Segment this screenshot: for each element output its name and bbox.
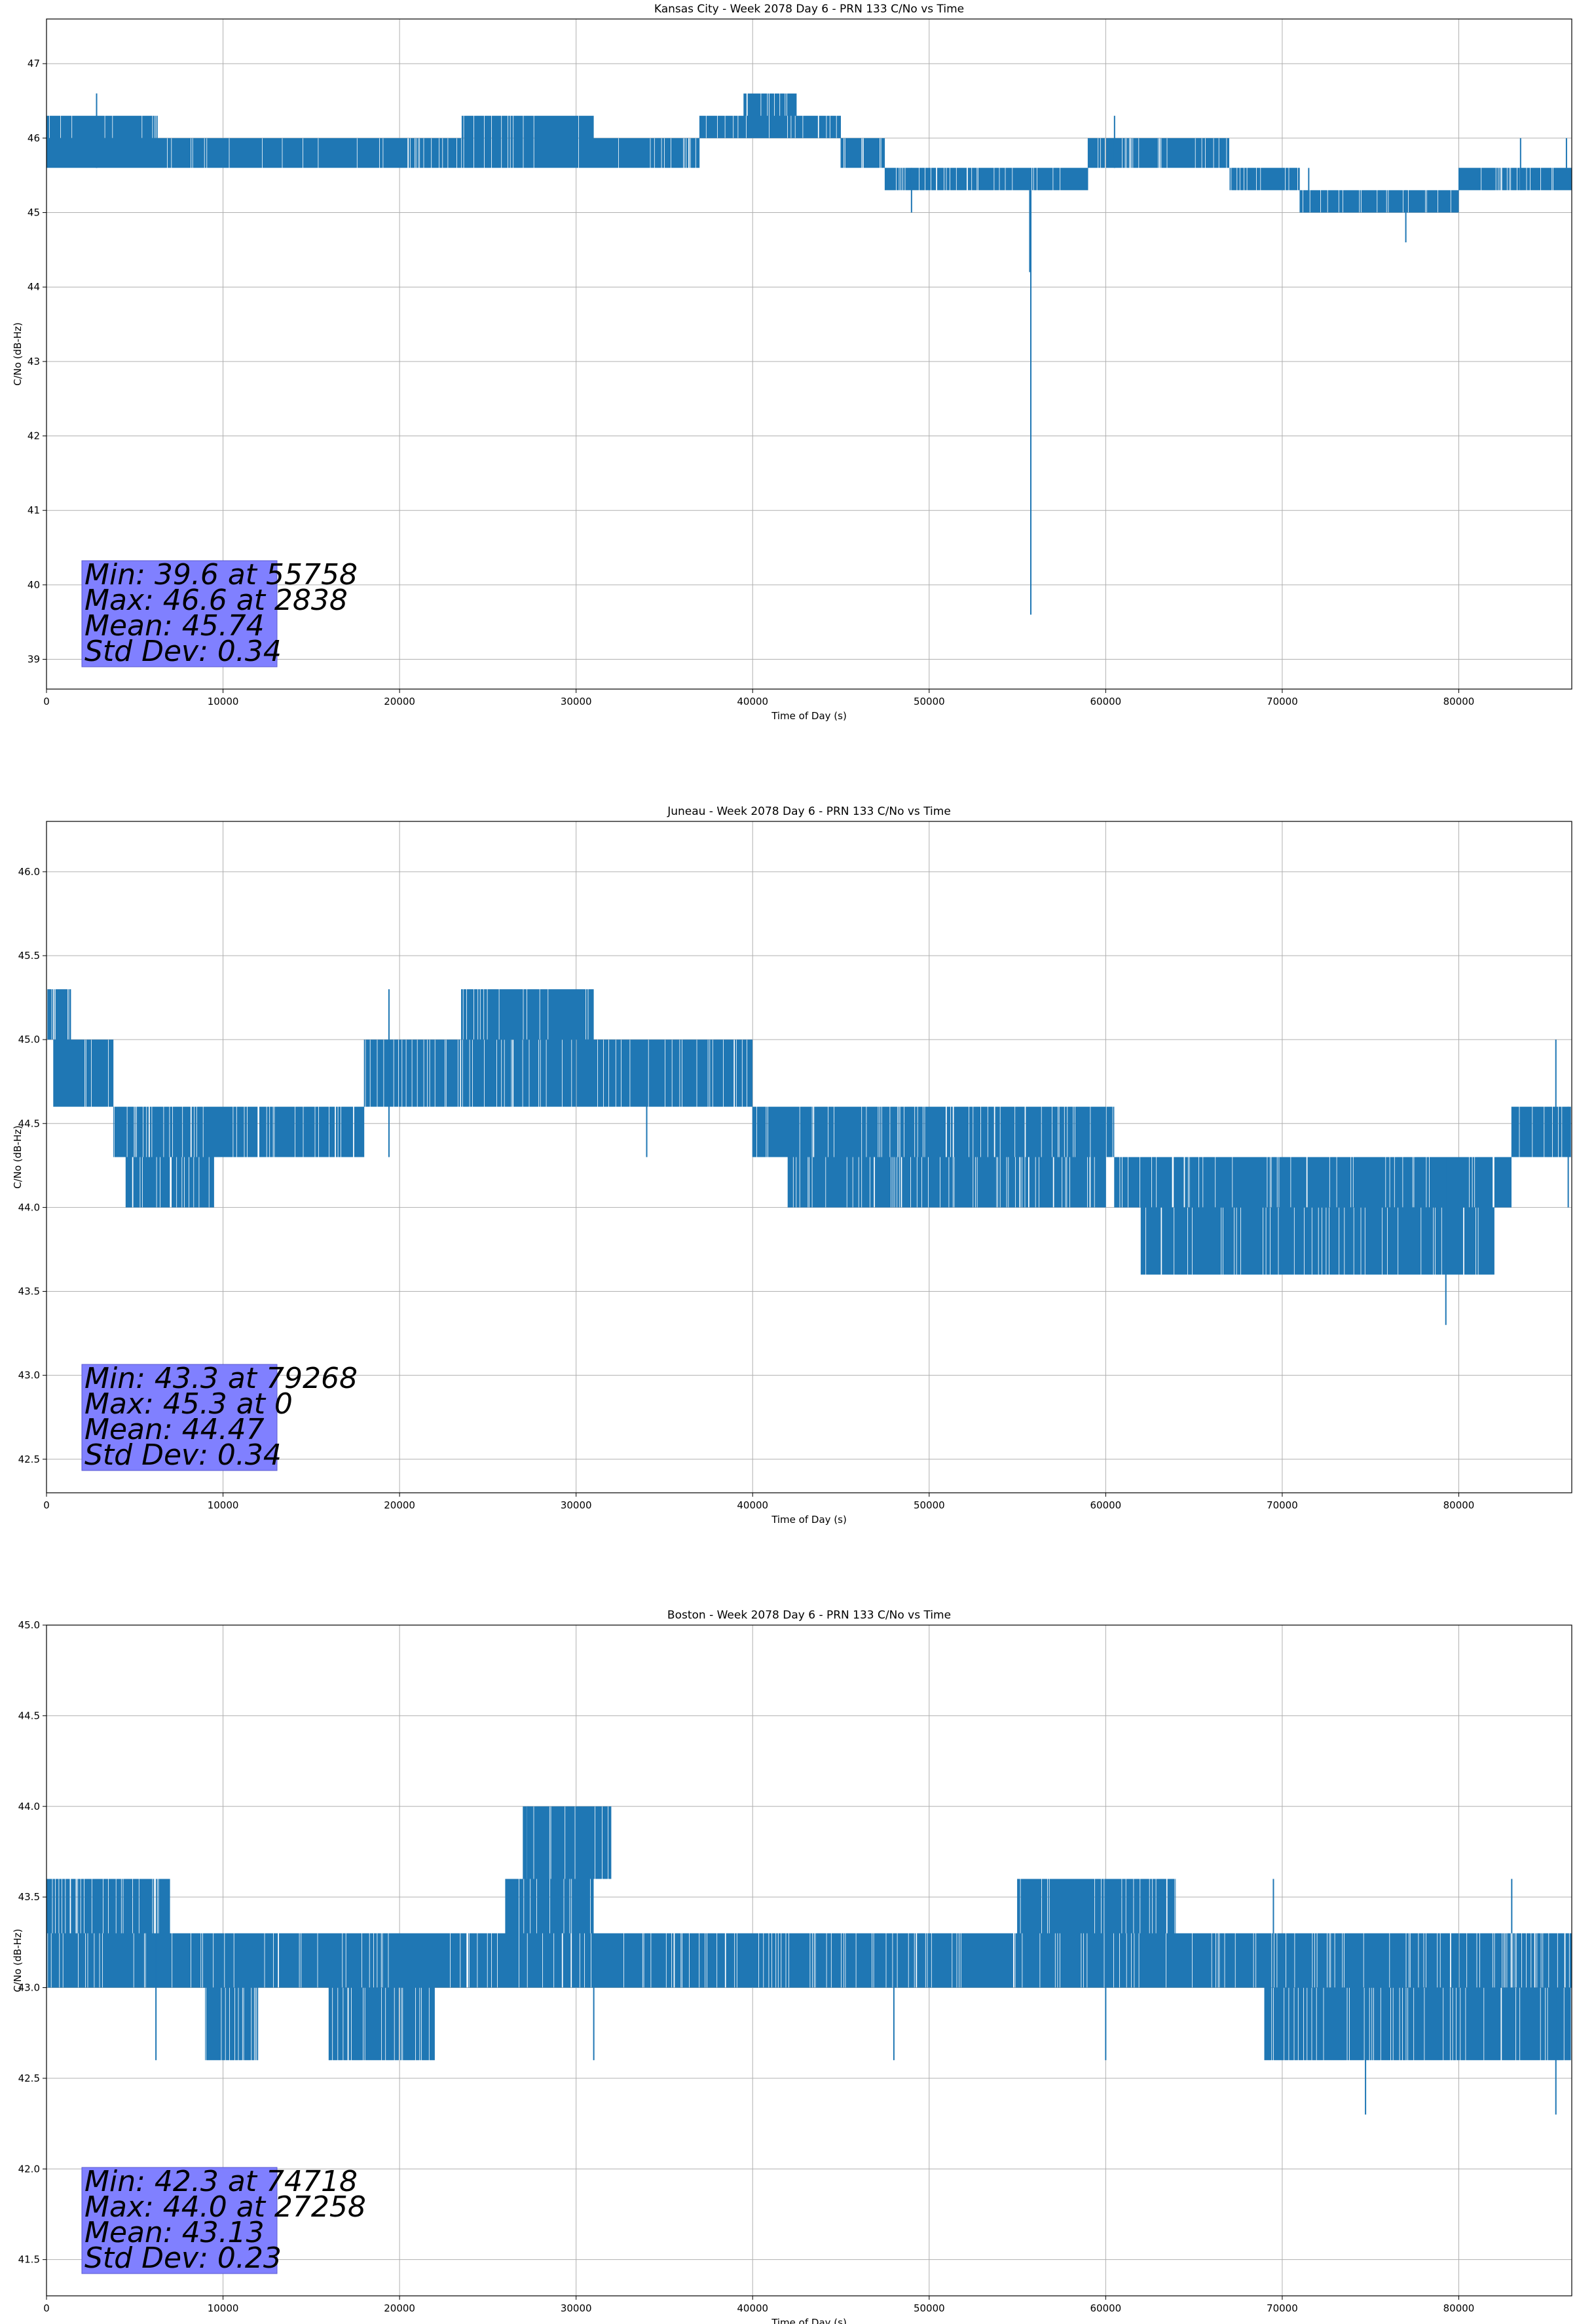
x-tick-label: 50000: [914, 2302, 945, 2314]
y-tick-label: 42.5: [18, 2072, 40, 2084]
x-tick-label: 10000: [208, 2302, 239, 2314]
stats-line: Std Dev: 0.34: [84, 635, 282, 668]
stats-line: Min: 39.6 at 55758: [84, 558, 358, 591]
x-tick-label: 40000: [737, 696, 768, 707]
stats-line: Min: 42.3 at 74718: [84, 2165, 358, 2198]
chart-title-boston: Boston - Week 2078 Day 6 - PRN 133 C/No …: [667, 1609, 951, 1622]
x-axis-label: Time of Day (s): [771, 1514, 847, 1526]
x-tick-label: 70000: [1267, 1499, 1298, 1511]
stats-line: Mean: 43.13: [84, 2216, 265, 2249]
y-tick-label: 45.0: [18, 1619, 40, 1631]
x-tick-label: 40000: [737, 1499, 768, 1511]
y-tick-label: 45.5: [18, 950, 40, 962]
x-tick-label: 80000: [1443, 1499, 1475, 1511]
x-tick-label: 50000: [914, 696, 945, 707]
series-band-strokes: [46, 1806, 1572, 2061]
series-band-strokes: [46, 93, 1572, 213]
chart-panel-boston: 0 10000 20000 30000 40000 50000 60000 70000 8000…: [12, 1609, 1572, 2324]
stats-box: [81, 1364, 278, 1471]
x-tick-label: 30000: [561, 1499, 592, 1511]
y-tick-label: 41.5: [18, 2254, 40, 2266]
x-tick-label: 0: [43, 2302, 50, 2314]
stats-line: Mean: 44.47: [84, 1413, 265, 1446]
chart-title-juneau: Juneau - Week 2078 Day 6 - PRN 133 C/No …: [667, 805, 951, 818]
y-tick-label: 43.5: [18, 1891, 40, 1903]
stats-line: Std Dev: 0.34: [84, 1438, 282, 1472]
chart-title-kansas-city: Kansas City - Week 2078 Day 6 - PRN 133 …: [654, 3, 964, 16]
chart-panel-kansas-city: 0 10000 20000 30000 40000 50000 60000 70000 8000…: [12, 3, 1572, 722]
x-tick-label: 20000: [384, 2302, 415, 2314]
x-tick-label: 60000: [1090, 1499, 1122, 1511]
y-tick-label: 47: [28, 58, 40, 69]
axes-frame: [46, 1624, 1572, 2296]
x-tick-label: 60000: [1090, 696, 1122, 707]
y-axis-label: C/No (dB-Hz): [12, 1929, 24, 1993]
x-tick-label: 60000: [1090, 2302, 1122, 2314]
y-tick-label: 43.5: [18, 1286, 40, 1298]
stats-line: Mean: 45.74: [84, 609, 265, 643]
x-tick-label: 30000: [561, 696, 592, 707]
y-tick-label: 44.0: [18, 1801, 40, 1812]
stats-box: [81, 2167, 278, 2274]
x-tick-label: 70000: [1267, 2302, 1298, 2314]
y-tick-label: 39: [28, 654, 40, 665]
x-tick-label: 0: [43, 1499, 50, 1511]
y-tick-label: 44.5: [18, 1710, 40, 1721]
series-band-strokes: [47, 989, 1571, 1275]
y-tick-label: 42.5: [18, 1453, 40, 1465]
y-axis-label: C/No (dB-Hz): [12, 1125, 24, 1189]
y-axis-label: C/No (dB-Hz): [12, 322, 24, 386]
x-tick-label: 0: [43, 696, 50, 707]
x-tick-label: 20000: [384, 696, 415, 707]
y-tick-label: 46.0: [18, 866, 40, 878]
y-tick-label: 45: [28, 207, 40, 219]
y-tick-label: 41: [28, 504, 40, 516]
y-tick-label: 45.0: [18, 1034, 40, 1045]
x-tick-label: 80000: [1443, 2302, 1475, 2314]
stats-line: Max: 44.0 at 27258: [84, 2190, 366, 2224]
x-tick-label: 10000: [208, 696, 239, 707]
y-tick-label: 46: [28, 132, 40, 144]
y-tick-label: 44.0: [18, 1201, 40, 1213]
x-axis-label: Time of Day (s): [771, 2317, 847, 2324]
stats-line: Std Dev: 0.23: [84, 2241, 282, 2275]
x-tick-label: 30000: [561, 2302, 592, 2314]
x-tick-label: 40000: [737, 2302, 768, 2314]
x-axis-label: Time of Day (s): [771, 710, 847, 722]
x-tick-label: 50000: [914, 1499, 945, 1511]
stats-line: Max: 46.6 at 2838: [84, 584, 348, 617]
y-tick-label: 43.0: [18, 1982, 40, 1994]
stats-line: Max: 45.3 at 0: [84, 1387, 293, 1421]
chart-panel-juneau: 0 10000 20000 30000 40000 50000 60000 70000 8000…: [12, 805, 1572, 1526]
y-tick-label: 43: [28, 356, 40, 367]
stats-box: [81, 560, 278, 667]
x-tick-label: 80000: [1443, 696, 1475, 707]
x-tick-label: 70000: [1267, 696, 1298, 707]
x-tick-label: 20000: [384, 1499, 415, 1511]
y-tick-label: 42.0: [18, 2163, 40, 2175]
stats-line: Min: 43.3 at 79268: [84, 1362, 358, 1395]
axes-frame: [46, 821, 1572, 1493]
y-tick-label: 44.5: [18, 1117, 40, 1129]
y-tick-label: 44: [28, 281, 40, 293]
y-tick-label: 42: [28, 430, 40, 442]
x-tick-label: 10000: [208, 1499, 239, 1511]
axes-frame: [46, 18, 1572, 690]
y-tick-label: 40: [28, 579, 40, 591]
y-tick-label: 43.0: [18, 1370, 40, 1381]
